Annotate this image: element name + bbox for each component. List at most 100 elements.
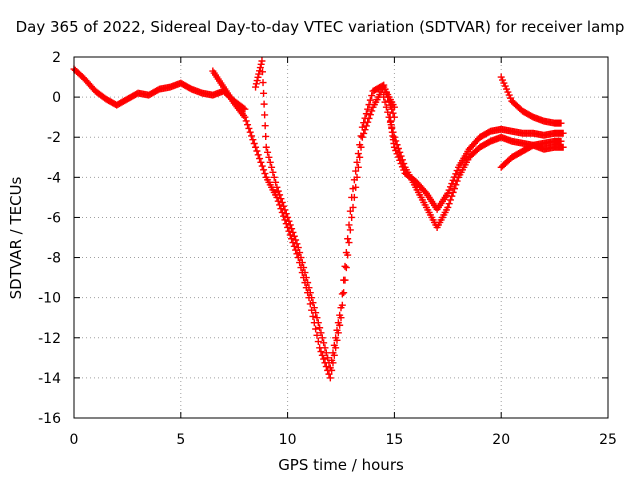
- data-point: [284, 213, 292, 221]
- y-tick-label: -14: [38, 371, 61, 387]
- data-point-interp: [262, 132, 270, 140]
- data-point-interp: [452, 170, 460, 178]
- data-point: [444, 203, 452, 211]
- data-point-interp: [268, 163, 276, 171]
- data-point: [326, 364, 334, 372]
- data-point-interp: [397, 160, 405, 168]
- x-tick-label: 5: [176, 432, 185, 448]
- y-tick-label: -6: [47, 210, 61, 226]
- data-point-interp: [368, 107, 376, 115]
- data-point-interp: [301, 269, 309, 277]
- y-tick-label: -8: [47, 251, 61, 267]
- data-point-interp: [332, 334, 340, 342]
- data-point-interp: [386, 101, 394, 109]
- data-point: [337, 304, 345, 312]
- x-tick-label: 15: [385, 432, 403, 448]
- data-point: [241, 113, 249, 121]
- y-tick-label: 2: [52, 50, 61, 66]
- data-point-interp: [345, 239, 353, 247]
- data-point-interp: [314, 319, 322, 327]
- data-point-interp: [448, 180, 456, 188]
- data-point-interp: [261, 122, 269, 130]
- data-point: [557, 119, 565, 127]
- data-point-interp: [260, 89, 268, 97]
- data-point-interp: [269, 168, 277, 176]
- data-point-interp: [289, 228, 297, 236]
- data-point-interp: [396, 156, 404, 164]
- data-point-interp: [312, 325, 320, 333]
- data-point-interp: [302, 274, 310, 282]
- data-point-interp: [349, 185, 357, 193]
- data-point-interp: [453, 167, 461, 175]
- y-tick-label: -2: [47, 130, 61, 146]
- data-point-interp: [381, 98, 389, 106]
- data-point-interp: [272, 178, 280, 186]
- data-point-interp: [357, 132, 365, 140]
- data-point-interp: [266, 158, 274, 166]
- data-point-interp: [257, 158, 265, 166]
- data-point-interp: [245, 124, 253, 132]
- data-point-interp: [310, 304, 318, 312]
- data-point-interp: [277, 195, 285, 203]
- data-point-interp: [421, 188, 429, 196]
- data-point-interp: [246, 128, 254, 136]
- data-point-interp: [365, 101, 373, 109]
- data-point-interp: [265, 153, 273, 161]
- data-point: [252, 83, 260, 91]
- data-point-interp: [342, 249, 350, 257]
- data-point-interp: [446, 183, 454, 191]
- data-point-interp: [398, 163, 406, 171]
- data-point-interp: [260, 166, 268, 174]
- data-point-interp: [394, 153, 402, 161]
- data-point-interp: [255, 70, 263, 78]
- data-point-interp: [445, 200, 453, 208]
- series-7: [497, 137, 565, 171]
- data-point-interp: [254, 73, 262, 81]
- data-point: [380, 93, 388, 101]
- series-5: [386, 113, 567, 213]
- data-point-interp: [448, 192, 456, 200]
- data-point-interp: [392, 147, 400, 155]
- data-point-interp: [253, 77, 261, 85]
- data-point-interp: [254, 151, 262, 159]
- data-point-interp: [308, 294, 316, 302]
- data-point-interp: [296, 249, 304, 257]
- data-point-interp: [312, 309, 320, 317]
- data-point: [316, 324, 324, 332]
- data-point-interp: [256, 155, 264, 163]
- data-point-interp: [333, 326, 341, 334]
- data-point: [358, 133, 366, 141]
- data-point-interp: [381, 85, 389, 93]
- x-tick-label: 0: [70, 432, 79, 448]
- data-point: [262, 143, 270, 151]
- data-point-interp: [257, 60, 265, 68]
- data-point-interp: [281, 206, 289, 214]
- data-point-interp: [320, 339, 328, 347]
- y-tick-label: -10: [38, 291, 61, 307]
- data-point-interp: [354, 163, 362, 171]
- data-point-interp: [274, 187, 282, 195]
- data-point-interp: [400, 166, 408, 174]
- data-point-interp: [385, 97, 393, 105]
- x-tick-label: 25: [599, 432, 617, 448]
- data-point: [241, 105, 249, 113]
- series-2: [209, 67, 398, 382]
- x-tick-label: 20: [492, 432, 510, 448]
- data-point-interp: [346, 207, 354, 215]
- data-point-interp: [258, 162, 266, 170]
- data-point-interp: [382, 103, 390, 111]
- data-point: [358, 123, 366, 131]
- data-point-interp: [320, 355, 328, 363]
- data-point-interp: [340, 276, 348, 284]
- data-point-interp: [324, 354, 332, 362]
- data-point-interp: [354, 150, 362, 158]
- series-6: [497, 73, 565, 127]
- data-point-interp: [366, 96, 374, 104]
- data-point-interp: [388, 105, 396, 113]
- data-point: [380, 81, 388, 89]
- data-point-interp: [322, 349, 330, 357]
- data-point-interp: [286, 221, 294, 229]
- data-point-interp: [364, 105, 372, 113]
- data-point-interp: [321, 344, 329, 352]
- chart-title: Day 365 of 2022, Sidereal Day-to-day VTE…: [15, 18, 625, 36]
